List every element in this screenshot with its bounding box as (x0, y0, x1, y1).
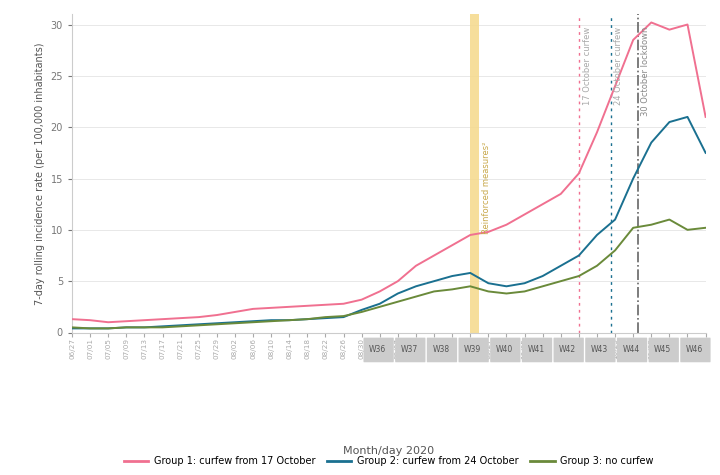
FancyBboxPatch shape (680, 338, 711, 362)
Text: W42: W42 (559, 345, 576, 354)
FancyBboxPatch shape (490, 338, 521, 362)
Text: 17 October curfew: 17 October curfew (582, 27, 592, 105)
FancyBboxPatch shape (459, 338, 489, 362)
Text: W36: W36 (369, 345, 386, 354)
FancyBboxPatch shape (395, 338, 426, 362)
Text: W38: W38 (432, 345, 449, 354)
Text: W44: W44 (622, 345, 639, 354)
FancyBboxPatch shape (522, 338, 552, 362)
Text: W45: W45 (654, 345, 671, 354)
Bar (470, 14, 480, 332)
FancyBboxPatch shape (427, 338, 457, 362)
Text: W46: W46 (685, 345, 703, 354)
Text: 30 October lockdown: 30 October lockdown (642, 27, 650, 116)
Legend: Group 1: curfew from 17 October, Group 2: curfew from 24 October, Group 3: no cu: Group 1: curfew from 17 October, Group 2… (120, 452, 658, 470)
Text: W43: W43 (590, 345, 608, 354)
Text: W39: W39 (464, 345, 481, 354)
Text: Month/day 2020: Month/day 2020 (343, 446, 434, 456)
FancyBboxPatch shape (554, 338, 584, 362)
Text: Reinforced measures²: Reinforced measures² (482, 142, 490, 234)
FancyBboxPatch shape (649, 338, 679, 362)
FancyBboxPatch shape (364, 338, 394, 362)
Text: W37: W37 (400, 345, 418, 354)
Text: W41: W41 (527, 345, 544, 354)
Text: 24 October curfew: 24 October curfew (614, 27, 624, 105)
FancyBboxPatch shape (585, 338, 616, 362)
FancyBboxPatch shape (617, 338, 647, 362)
Text: W40: W40 (495, 345, 513, 354)
Y-axis label: 7-day rolling incidence rate (per 100,000 inhabitants): 7-day rolling incidence rate (per 100,00… (35, 42, 45, 304)
